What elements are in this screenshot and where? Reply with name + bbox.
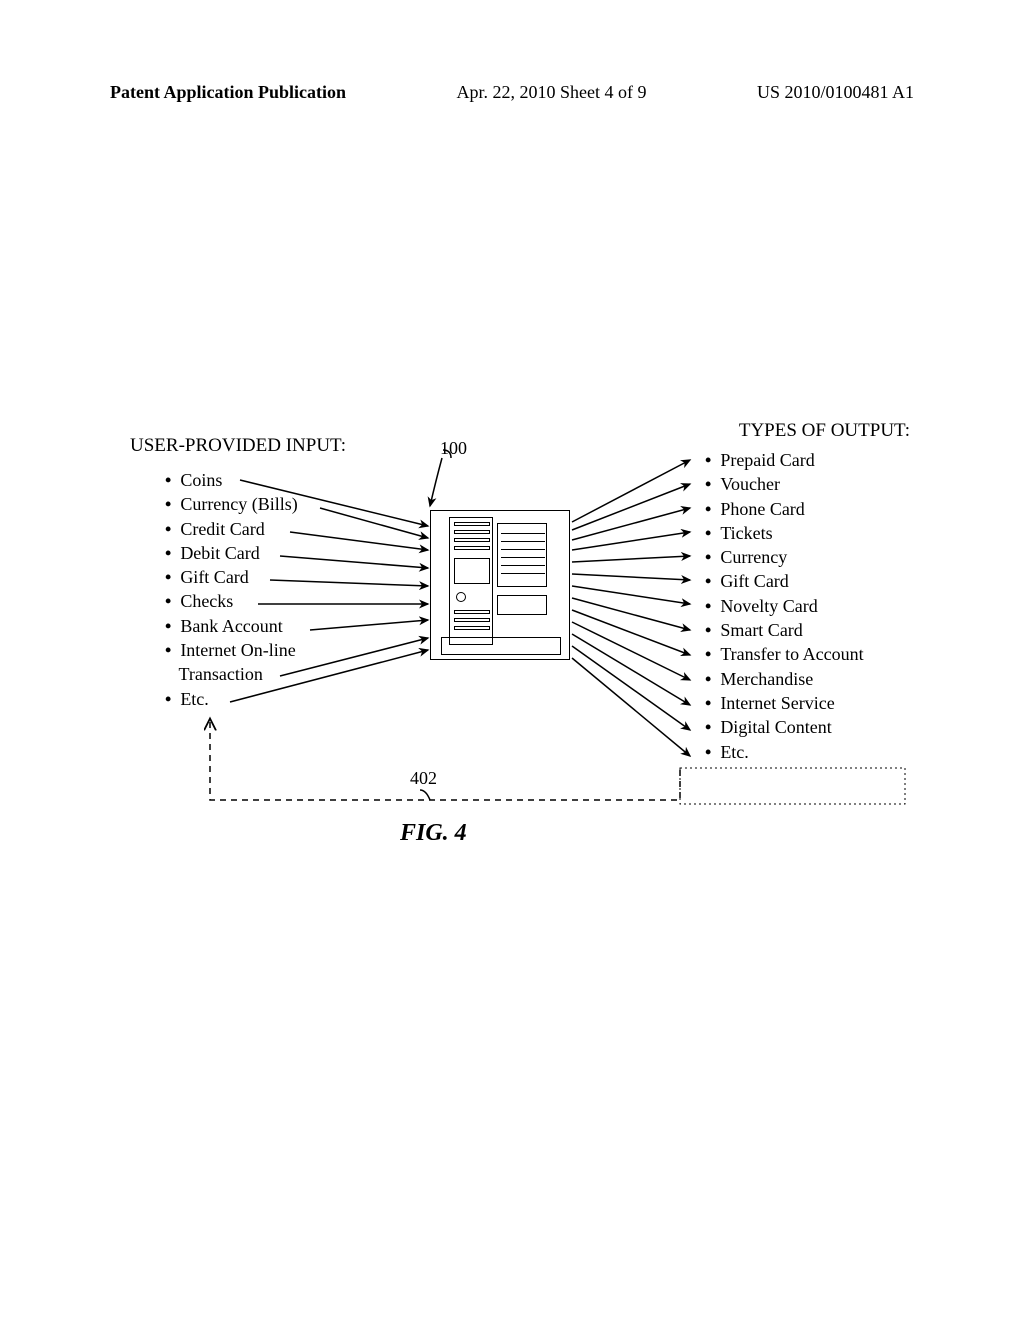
output-heading: TYPES OF OUTPUT:	[739, 420, 910, 442]
input-item: Currency (Bills)	[165, 492, 298, 516]
ref-label-100: 100	[440, 438, 467, 459]
output-item: Novelty Card	[705, 594, 864, 618]
input-list: CoinsCurrency (Bills)Credit CardDebit Ca…	[165, 468, 298, 711]
input-item: Coins	[165, 468, 298, 492]
output-item: Phone Card	[705, 497, 864, 521]
header-publication-number: US 2010/0100481 A1	[757, 82, 914, 103]
input-item: Credit Card	[165, 517, 298, 541]
page-header: Patent Application Publication Apr. 22, …	[110, 82, 914, 103]
output-item: Gift Card	[705, 569, 864, 593]
kiosk-illustration	[430, 510, 570, 670]
input-item: Internet On-line	[165, 638, 298, 662]
input-item: Checks	[165, 589, 298, 613]
output-item: Tickets	[705, 521, 864, 545]
output-list: Prepaid CardVoucherPhone CardTicketsCurr…	[705, 448, 864, 764]
header-date-sheet: Apr. 22, 2010 Sheet 4 of 9	[457, 82, 647, 103]
page: Patent Application Publication Apr. 22, …	[0, 0, 1024, 1320]
output-item: Transfer to Account	[705, 642, 864, 666]
input-item: Etc.	[165, 687, 298, 711]
output-item: Voucher	[705, 472, 864, 496]
output-item: Merchandise	[705, 667, 864, 691]
output-item: Etc.	[705, 740, 864, 764]
input-item: Gift Card	[165, 565, 298, 589]
output-item: Prepaid Card	[705, 448, 864, 472]
output-item: Internet Service	[705, 691, 864, 715]
output-item: Currency	[705, 545, 864, 569]
input-item: Debit Card	[165, 541, 298, 565]
input-heading: USER-PROVIDED INPUT:	[130, 435, 346, 457]
input-item: Bank Account	[165, 614, 298, 638]
ref-label-402: 402	[410, 768, 437, 789]
output-item: Smart Card	[705, 618, 864, 642]
output-item: Digital Content	[705, 715, 864, 739]
header-publication-type: Patent Application Publication	[110, 82, 346, 103]
kiosk-box	[430, 510, 570, 660]
figure-caption: FIG. 4	[400, 820, 467, 847]
figure-4-diagram: USER-PROVIDED INPUT: TYPES OF OUTPUT: Co…	[110, 420, 910, 860]
input-item: Transaction	[165, 662, 298, 686]
